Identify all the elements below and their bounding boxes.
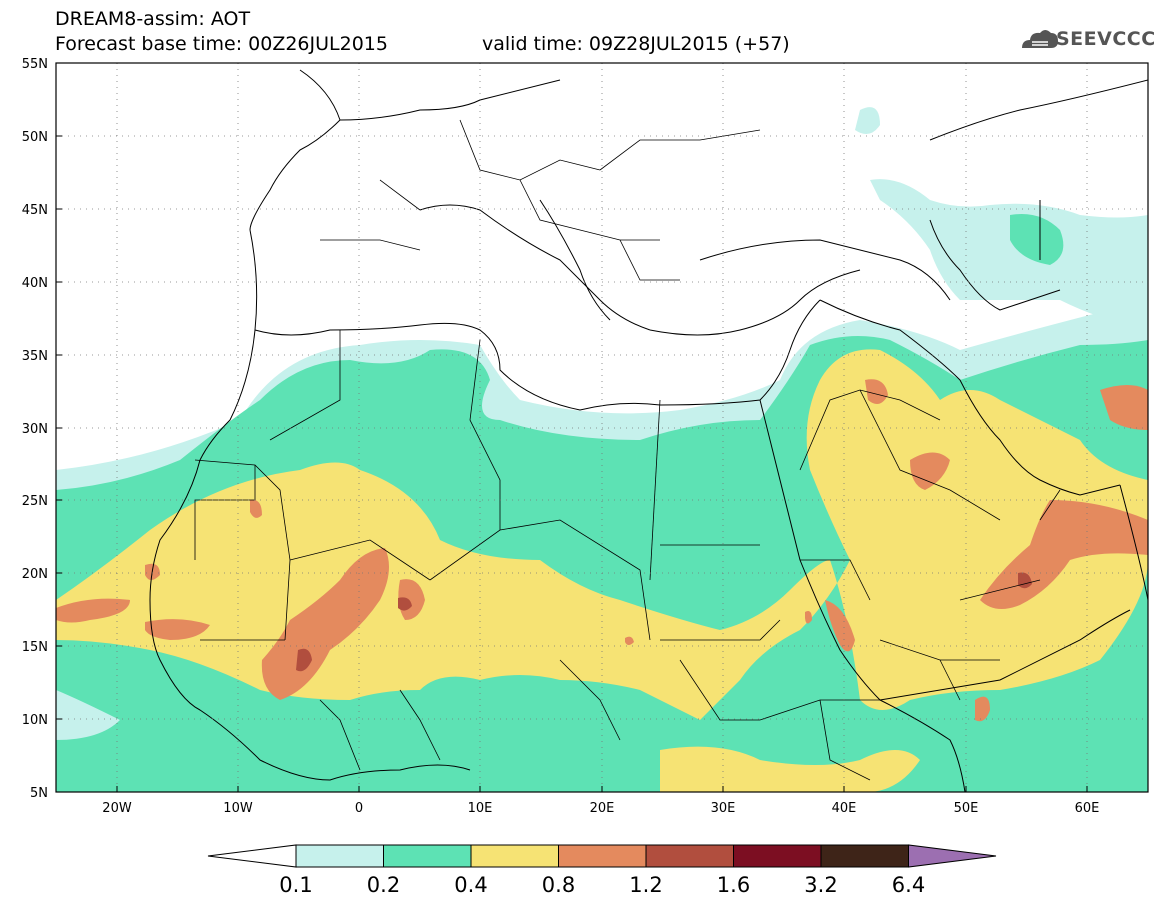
lat-labels: 55N 50N 45N 40N 35N 30N 25N 20N 15N 10N … (22, 57, 48, 801)
lat-label: 45N (22, 203, 48, 218)
lat-label: 30N (22, 422, 48, 437)
graticule (56, 63, 1148, 792)
lat-label: 25N (22, 494, 48, 509)
forecast-base-time: Forecast base time: 00Z26JUL2015 (55, 33, 388, 55)
lon-label: 0 (355, 801, 363, 816)
lat-label: 50N (22, 130, 48, 145)
valid-time: valid time: 09Z28JUL2015 (+57) (482, 33, 790, 55)
lon-label: 10W (223, 801, 253, 816)
lat-label: 10N (22, 713, 48, 728)
logo-text: SEEVCCC (1056, 28, 1156, 50)
axis-ticks (56, 62, 1088, 792)
lon-label: 60E (1075, 801, 1100, 816)
lon-labels: 20W 10W 0 10E 20E 30E 40E 50E 60E (102, 801, 1099, 816)
cloud-logo-icon (1022, 30, 1058, 48)
lon-label: 10E (468, 801, 493, 816)
lat-label: 20N (22, 567, 48, 582)
country-borders (194, 119, 1061, 781)
map-title: DREAM8-assim: AOT (55, 8, 251, 30)
coastlines (149, 69, 1148, 792)
lat-label: 40N (22, 276, 48, 291)
lon-label: 40E (832, 801, 857, 816)
lat-label: 15N (22, 640, 48, 655)
lon-label: 20E (590, 801, 615, 816)
lat-label: 35N (22, 349, 48, 364)
lon-label: 30E (711, 801, 736, 816)
lon-label: 50E (954, 801, 979, 816)
lat-label: 5N (30, 786, 48, 801)
lat-label: 55N (22, 57, 48, 72)
lon-label: 20W (102, 801, 132, 816)
